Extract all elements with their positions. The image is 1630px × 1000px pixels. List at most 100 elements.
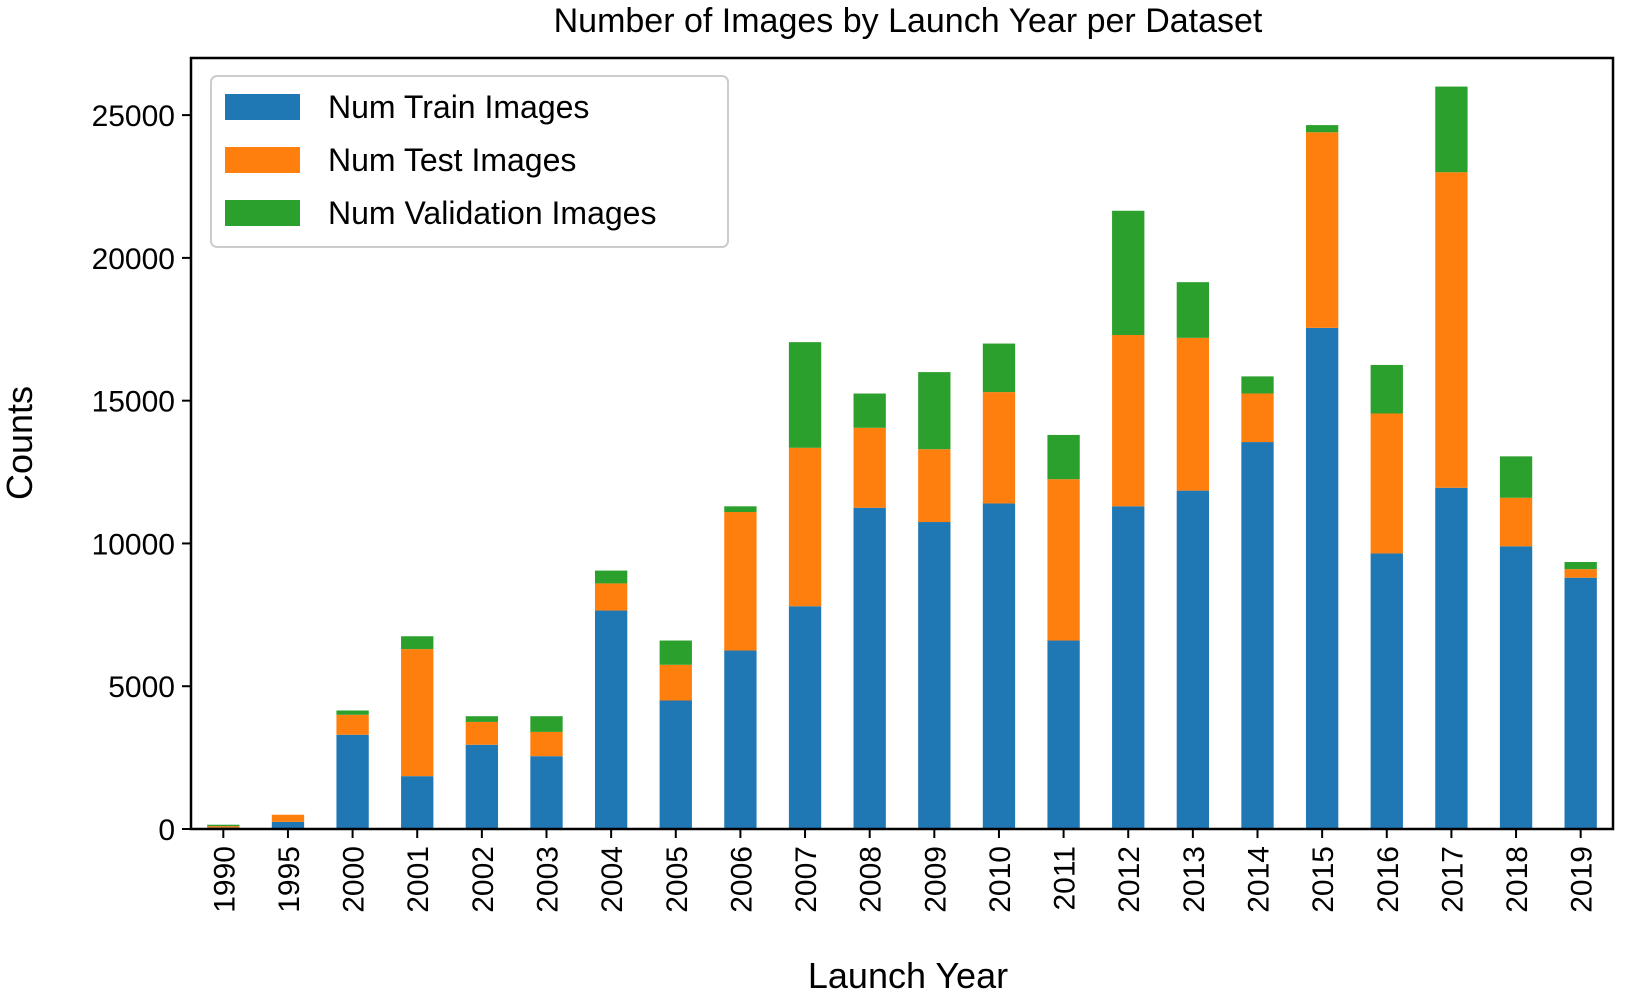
bar-2007-series-3 — [788, 342, 822, 448]
bar-2013-series-1 — [1176, 490, 1210, 829]
legend-frame — [210, 75, 729, 248]
legend-label-1: Num Train Images — [328, 89, 589, 125]
y-tick-label: 5000 — [108, 671, 175, 704]
bar-2001-series-1 — [401, 776, 434, 829]
bar-2016-series-1 — [1370, 553, 1403, 829]
bar-2018-series-1 — [1499, 546, 1533, 829]
x-tick-label: 1995 — [273, 846, 306, 913]
bar-1990-series-2 — [207, 826, 240, 828]
x-axis: 1990 1995 2000 2001 2002 2003 2004 2005 2006 2007… — [208, 829, 1599, 913]
bar-2004-series-1 — [594, 610, 628, 829]
x-tick-label: 2000 — [338, 846, 371, 913]
bar-2001-series-3 — [401, 636, 434, 650]
bar-2005-series-2 — [659, 664, 692, 701]
bar-2010-series-3 — [982, 343, 1016, 393]
bar-2013-series-3 — [1176, 282, 1210, 338]
bar-2002-series-3 — [465, 716, 499, 722]
bar-2010-series-1 — [982, 503, 1016, 829]
x-tick-label: 2014 — [1243, 846, 1276, 913]
bar-2008-series-2 — [853, 427, 886, 508]
bar-2003-series-2 — [530, 731, 563, 757]
bar-2005-series-3 — [659, 640, 692, 665]
x-tick-label: 2015 — [1307, 846, 1340, 913]
bar-2014-series-2 — [1241, 393, 1274, 443]
bar-2002-series-1 — [465, 744, 499, 829]
bar-2009-series-3 — [918, 372, 951, 450]
x-tick-label: 2012 — [1113, 846, 1146, 913]
bar-2019-series-2 — [1564, 569, 1597, 578]
bar-2003-series-3 — [530, 716, 563, 732]
y-tick-label: 10000 — [92, 528, 175, 561]
bar-2000-series-3 — [336, 710, 369, 715]
bar-2014-series-1 — [1241, 442, 1274, 829]
x-tick-label: 2008 — [855, 846, 888, 913]
bar-2009-series-1 — [918, 522, 951, 829]
x-tick-label: 2007 — [790, 846, 823, 913]
bar-2010-series-2 — [982, 392, 1016, 504]
x-tick-label: 2010 — [984, 846, 1017, 913]
bar-2007-series-2 — [788, 447, 822, 607]
bar-2003-series-1 — [530, 756, 563, 829]
y-tick-label: 15000 — [92, 386, 175, 419]
bar-2017-series-3 — [1435, 86, 1468, 173]
bar-2006-series-2 — [724, 512, 757, 651]
legend: Num Train Images Num Test Images Num Valid… — [210, 75, 729, 248]
x-tick-label: 1990 — [208, 846, 241, 913]
x-tick-label: 2002 — [467, 846, 500, 913]
bar-2007-series-1 — [788, 606, 822, 829]
x-tick-label: 2016 — [1372, 846, 1405, 913]
bar-2016-series-3 — [1370, 364, 1403, 414]
bar-2004-series-2 — [594, 583, 628, 611]
bar-2011-series-2 — [1047, 479, 1080, 641]
legend-label-3: Num Validation Images — [328, 195, 656, 231]
bar-1990-series-3 — [207, 824, 240, 827]
bar-2000-series-1 — [336, 734, 369, 829]
bar-2012-series-3 — [1112, 210, 1145, 335]
x-tick-label: 2003 — [532, 846, 565, 913]
x-tick-label: 2004 — [596, 846, 629, 913]
x-tick-label: 2009 — [919, 846, 952, 913]
bar-2014-series-3 — [1241, 376, 1274, 394]
bar-2018-series-3 — [1499, 456, 1533, 498]
bar-2005-series-1 — [659, 700, 692, 829]
y-axis-label: Counts — [0, 386, 40, 500]
legend-label-2: Num Test Images — [328, 142, 576, 178]
x-tick-label: 2006 — [725, 846, 758, 913]
plot-frame — [189, 56, 1615, 831]
bar-2011-series-3 — [1047, 434, 1080, 480]
legend-swatch-3 — [225, 200, 300, 226]
x-tick-label: 2019 — [1566, 846, 1599, 913]
bar-1995-series-2 — [271, 814, 305, 822]
bar-2015-series-2 — [1305, 132, 1339, 328]
bar-1995-series-1 — [271, 821, 305, 829]
y-tick-label: 20000 — [92, 243, 175, 276]
legend-swatch-1 — [225, 94, 300, 120]
legend-swatch-2 — [225, 147, 300, 173]
y-tick-label: 25000 — [92, 100, 175, 133]
bar-2018-series-2 — [1499, 497, 1533, 547]
x-tick-label: 2001 — [402, 846, 435, 913]
y-tick-label: 0 — [158, 814, 175, 847]
bar-2009-series-2 — [918, 449, 951, 523]
chart-title: Number of Images by Launch Year per Data… — [554, 2, 1263, 40]
bar-2012-series-2 — [1112, 334, 1145, 507]
x-tick-label: 2013 — [1178, 846, 1211, 913]
x-axis-label: Launch Year — [808, 955, 1008, 996]
bar-2011-series-1 — [1047, 640, 1080, 829]
bar-2004-series-3 — [594, 570, 628, 584]
bar-2019-series-3 — [1564, 562, 1597, 570]
bar-2015-series-3 — [1305, 125, 1339, 133]
bar-2008-series-3 — [853, 393, 886, 428]
bar-2001-series-2 — [401, 649, 434, 777]
bar-2017-series-1 — [1435, 487, 1468, 829]
y-axis: 0 5000 10000 15000 20000 25000 — [92, 100, 191, 847]
bar-2006-series-3 — [724, 506, 757, 513]
bars-group — [207, 86, 1597, 829]
bar-2012-series-1 — [1112, 506, 1145, 829]
bar-2013-series-2 — [1176, 337, 1210, 491]
bar-2006-series-1 — [724, 650, 757, 829]
x-tick-label: 2005 — [661, 846, 694, 913]
bar-2015-series-1 — [1305, 327, 1339, 829]
bar-2016-series-2 — [1370, 413, 1403, 554]
